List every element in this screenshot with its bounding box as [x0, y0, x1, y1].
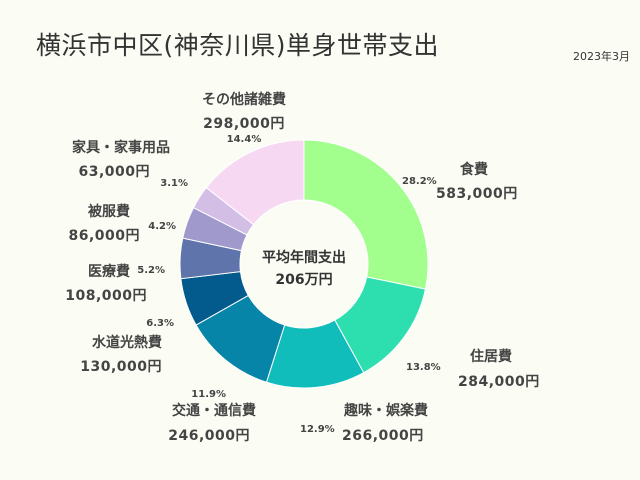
- slice-amount-label: 86,000円: [68, 228, 140, 244]
- slice-amount-label: 583,000円: [436, 186, 518, 202]
- center-value: 206万円: [275, 272, 332, 288]
- slice-name-label: 水道光熱費: [92, 334, 162, 351]
- slice-percent-label: 12.9%: [300, 424, 335, 435]
- slice-percent-label: 28.2%: [402, 176, 437, 187]
- slice-amount-label: 108,000円: [65, 288, 147, 304]
- slice-8: [205, 139, 305, 226]
- slice-name-label: 食費: [460, 161, 488, 178]
- slice-percent-label: 11.9%: [191, 389, 226, 400]
- slice-name-label: その他諸雑費: [202, 91, 286, 108]
- slice-percent-label: 13.8%: [406, 362, 441, 373]
- slice-amount-label: 63,000円: [78, 164, 150, 180]
- slice-amount-label: 298,000円: [203, 116, 285, 132]
- slice-amount-label: 284,000円: [458, 374, 540, 390]
- slice-percent-label: 3.1%: [160, 178, 188, 189]
- slice-percent-label: 6.3%: [146, 318, 174, 329]
- slice-amount-label: 130,000円: [80, 359, 162, 375]
- slice-name-label: 趣味・娯楽費: [343, 402, 428, 419]
- slice-amount-label: 266,000円: [342, 428, 424, 444]
- chart-title: 横浜市中区(神奈川県)単身世帯支出: [36, 31, 440, 60]
- slices-group: [179, 139, 429, 389]
- slice-percent-label: 5.2%: [137, 265, 165, 276]
- slice-0: [303, 139, 429, 290]
- slice-name-label: 住居費: [470, 348, 512, 365]
- center-title: 平均年間支出: [262, 249, 346, 266]
- slice-amount-label: 246,000円: [168, 428, 250, 444]
- slice-name-label: 家具・家事用品: [72, 139, 170, 156]
- slice-name-label: 交通・通信費: [172, 402, 256, 419]
- slice-percent-label: 4.2%: [148, 221, 176, 232]
- date-label: 2023年3月: [573, 50, 630, 63]
- slice-percent-label: 14.4%: [227, 134, 262, 145]
- slice-name-label: 医療費: [88, 263, 130, 280]
- slice-name-label: 被服費: [88, 203, 130, 220]
